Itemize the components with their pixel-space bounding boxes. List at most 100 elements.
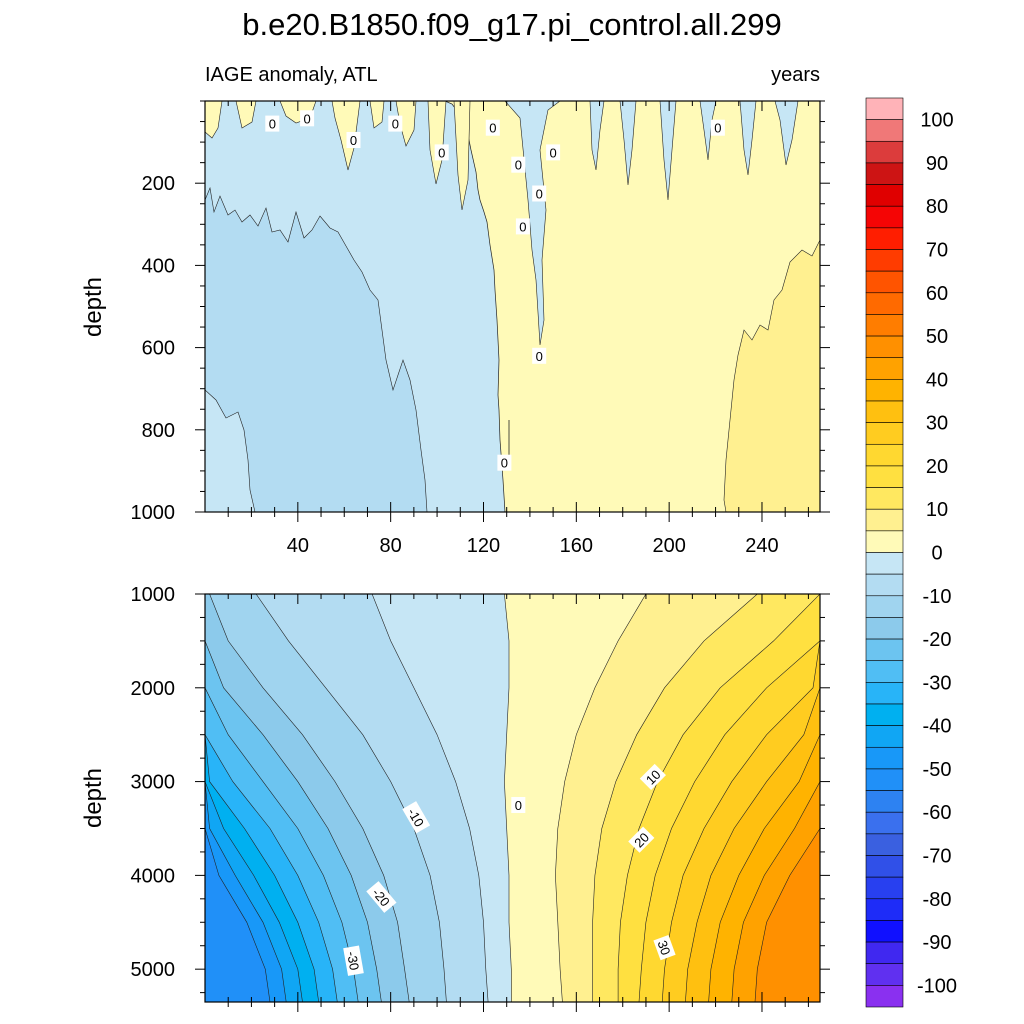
colorbar-box [865,552,904,575]
contour-label-box [515,218,530,235]
contour-label-text: 0 [489,121,496,136]
contour-label-text: -30 [344,950,362,971]
colorbar-box [865,162,904,185]
lower-neg-contour-1 [371,594,489,1002]
colorbar-box [865,314,904,337]
upper-neg-intrusion-7 [774,101,799,166]
contour-label-upper-2: 0 [300,110,315,127]
colorbar-box [865,833,904,856]
contour-label-text: 0 [269,117,276,132]
contour-label-box [546,144,561,161]
lower-neg-contour-2 [255,594,447,1002]
colorbar: 1009080706050403020100-10-20-30-40-50-60… [865,97,957,1008]
colorbar-box [865,292,904,315]
colorbar-box [865,508,904,532]
contour-label-upper-3: 0 [346,132,361,148]
contour-label-text: 0 [536,349,543,364]
contour-label-box [343,945,364,976]
colorbar-box [865,682,904,705]
colorbar-label: 40 [926,369,948,391]
colorbar-box [865,249,904,272]
colorbar-box [865,941,904,965]
colorbar-box [865,227,904,250]
contour-label-text: 0 [438,145,445,160]
x-tick-label: 240 [745,535,778,557]
contour-label-upper-10: 0 [515,218,530,235]
colorbar-box [865,140,904,164]
colorbar-label: -100 [917,975,957,997]
colorbar-label: 90 [926,153,948,175]
contour-label-box [300,110,315,127]
contour-label-box [511,156,526,173]
contour-label-upper-4: 0 [388,115,403,132]
contour-label-box [710,119,725,136]
contour-label-box [434,144,449,161]
colorbar-box [865,617,904,640]
colorbar-box [865,400,904,423]
colorbar-label: 0 [931,543,942,565]
lower-neg-contour-10 [205,594,271,1002]
upper-pos-fill-2 [723,239,820,512]
y-tick-label: 800 [142,420,175,442]
lower-x-ticks [227,594,809,1012]
contour-label-upper-6: 0 [485,119,500,136]
colorbar-box [865,184,904,207]
lower-pos-contour-10 [754,594,820,1002]
contour-label-upper-11: 0 [532,347,547,364]
colorbar-box [865,422,904,445]
contour-label-box [485,119,500,136]
x-tick-label: 160 [560,535,593,557]
upper-neg-intrusion-2 [589,101,605,171]
lower-pos-contour-9 [731,594,820,1002]
contour-label-box [653,934,676,961]
contour-label-lower-6: 20 [628,826,655,853]
colorbar-box [865,920,904,943]
contour-label-text: 0 [549,145,556,160]
colorbar-label: -40 [923,716,952,738]
lower-neg-contour-5 [205,594,359,1002]
upper-pos-patch-5 [369,101,385,129]
colorbar-label: -70 [923,846,952,868]
colorbar-label: 50 [926,326,948,348]
contour-label-box [346,132,361,148]
lower-pos-contour-1 [504,594,512,1002]
upper-y-axis-label: depth [80,277,107,337]
contour-label-box [265,115,280,132]
colorbar-box [865,465,904,488]
colorbar-box [865,876,904,900]
colorbar-label: -80 [923,889,952,911]
upper-neg-intrusion-3 [619,101,637,186]
colorbar-box [865,855,904,878]
contour-label-box [628,826,655,853]
lower-pos-contour-5 [638,594,820,1002]
colorbar-box [865,790,904,813]
y-tick-label: 4000 [131,865,176,887]
lower-pos-band-10 [755,594,820,1002]
y-tick-label: 2000 [131,678,176,700]
lower-pos-contour-3 [592,594,758,1002]
contour-label-box [402,801,431,834]
lower-pos-contour-2 [555,594,647,1002]
colorbar-label: 30 [926,413,948,435]
contour-label-text: 30 [655,938,674,957]
x-tick-label: 200 [652,535,685,557]
contour-label-text: 0 [714,121,721,136]
lower-neg-contour-3 [209,594,410,1002]
upper-neg-fill-2 [205,186,428,512]
contour-label-box [639,763,666,790]
colorbar-box [865,97,904,120]
colorbar-box [865,530,904,553]
upper-neg-intrusion-5 [699,101,717,161]
upper-neg-intrusion-4 [659,101,677,201]
contour-label-text: 0 [515,158,522,173]
lower-pos-contour-4 [617,594,820,1002]
colorbar-box [865,660,904,683]
lower-neg-contour-8 [205,594,303,1002]
left-string: IAGE anomaly, ATL [205,64,378,86]
colorbar-box [865,898,904,921]
y-tick-label: 3000 [131,772,176,794]
y-tick-label: 1000 [131,584,176,606]
contour-label-text: 0 [350,133,357,148]
lower-neg-band-10 [205,594,270,1002]
